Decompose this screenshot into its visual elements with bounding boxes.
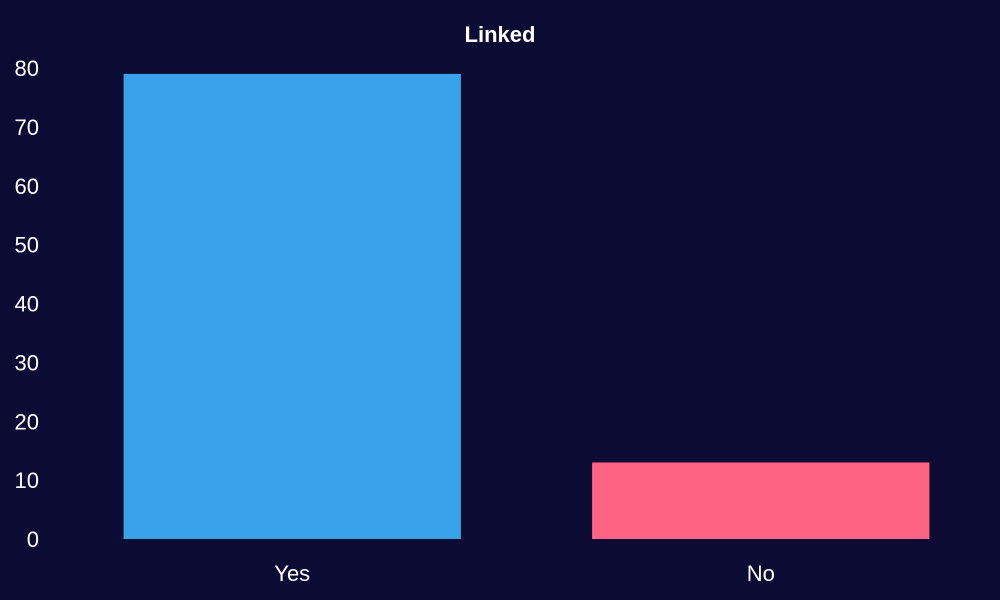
y-axis: 0 10 20 30 40 50 60 70 80 — [15, 56, 39, 552]
bar-no — [592, 462, 930, 539]
x-tick-label: Yes — [274, 561, 310, 586]
y-tick-label: 40 — [15, 292, 39, 317]
y-tick-label: 30 — [15, 350, 39, 375]
bars — [123, 73, 930, 539]
y-tick-label: 60 — [15, 174, 39, 199]
y-tick-label: 20 — [15, 409, 39, 434]
x-tick-label: No — [747, 561, 775, 586]
chart-title: Linked — [465, 22, 536, 47]
x-axis: Yes No — [274, 561, 775, 586]
y-tick-label: 10 — [15, 468, 39, 493]
y-tick-label: 0 — [27, 527, 39, 552]
y-tick-label: 50 — [15, 233, 39, 258]
y-tick-label: 80 — [15, 56, 39, 81]
bar-yes — [123, 73, 461, 539]
y-tick-label: 70 — [15, 115, 39, 140]
